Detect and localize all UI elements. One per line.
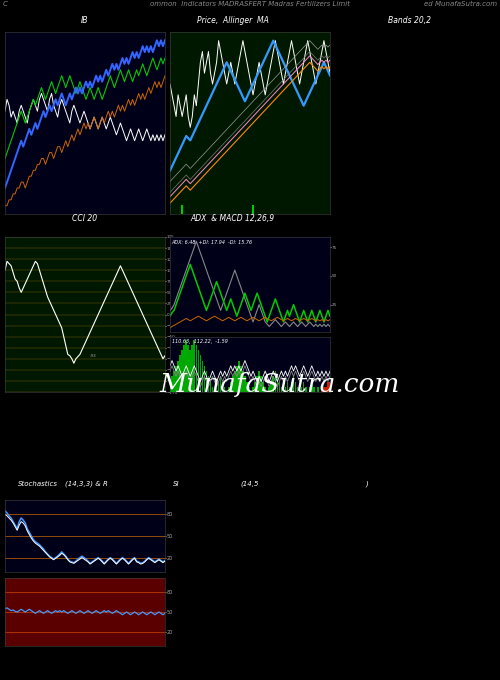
Bar xyxy=(206,371,208,392)
Bar xyxy=(274,371,276,392)
Bar xyxy=(182,205,183,214)
Bar xyxy=(325,387,327,392)
Bar xyxy=(264,387,266,392)
Bar xyxy=(292,376,294,392)
Bar xyxy=(317,387,318,392)
Bar xyxy=(198,350,199,392)
Text: Price,  Allinger  MA: Price, Allinger MA xyxy=(196,16,268,25)
Bar xyxy=(323,387,324,392)
Bar xyxy=(248,387,250,392)
Bar xyxy=(222,381,224,392)
Text: MunafaSutra.com: MunafaSutra.com xyxy=(160,372,400,396)
Bar xyxy=(234,371,235,392)
Text: ADX: 6.48  +DI: 17.94  -DI: 15.76: ADX: 6.48 +DI: 17.94 -DI: 15.76 xyxy=(172,240,252,245)
Bar xyxy=(272,376,274,392)
Bar xyxy=(329,381,331,392)
Bar xyxy=(268,387,270,392)
Bar xyxy=(182,350,183,392)
Bar xyxy=(208,376,210,392)
Text: 110.63,  112.22,  -1.59: 110.63, 112.22, -1.59 xyxy=(172,339,228,343)
Bar xyxy=(192,345,193,392)
Bar xyxy=(232,376,234,392)
Text: -93: -93 xyxy=(90,354,97,358)
Bar xyxy=(252,205,254,214)
Bar xyxy=(190,350,191,392)
Bar xyxy=(242,371,244,392)
Text: ommon  Indicators MADRASFERT Madras Fertilizers Limit: ommon Indicators MADRASFERT Madras Ferti… xyxy=(150,1,350,7)
Text: (14,5: (14,5 xyxy=(240,480,258,487)
Bar xyxy=(176,366,177,392)
Bar xyxy=(216,387,218,392)
Bar xyxy=(196,345,197,392)
Bar xyxy=(186,339,187,392)
Bar xyxy=(288,387,290,392)
Text: ed MunafaSutra.com: ed MunafaSutra.com xyxy=(424,1,498,7)
Bar xyxy=(313,387,314,392)
Bar xyxy=(256,376,258,392)
Text: (14,3,3) & R: (14,3,3) & R xyxy=(64,480,108,487)
Bar xyxy=(188,345,189,392)
Bar xyxy=(254,381,256,392)
Bar xyxy=(325,387,327,392)
Bar xyxy=(329,387,331,392)
Bar xyxy=(228,387,230,392)
Text: ): ) xyxy=(365,480,368,487)
Bar xyxy=(262,381,264,392)
Bar xyxy=(218,381,220,392)
Bar xyxy=(327,381,329,392)
Bar xyxy=(169,381,171,392)
Text: C: C xyxy=(2,1,7,7)
Text: CCI 20: CCI 20 xyxy=(72,214,98,223)
Bar xyxy=(210,381,212,392)
Bar xyxy=(303,381,304,392)
Bar xyxy=(238,360,240,392)
Bar xyxy=(180,356,181,392)
Bar xyxy=(301,387,302,392)
Bar xyxy=(260,376,262,392)
Bar xyxy=(246,381,248,392)
Bar xyxy=(171,376,173,392)
Bar xyxy=(212,387,214,392)
Bar xyxy=(305,387,306,392)
Bar xyxy=(311,381,312,392)
Bar xyxy=(236,366,238,392)
Text: SI: SI xyxy=(172,481,179,487)
Bar xyxy=(280,387,282,392)
Bar xyxy=(220,376,222,392)
Text: Bands 20,2: Bands 20,2 xyxy=(388,16,432,25)
Bar xyxy=(309,387,310,392)
Bar xyxy=(321,387,322,392)
Bar xyxy=(276,376,278,392)
Bar xyxy=(178,360,179,392)
Bar xyxy=(321,387,322,392)
Bar xyxy=(240,366,242,392)
Bar xyxy=(173,371,175,392)
Bar xyxy=(286,381,288,392)
Bar xyxy=(258,371,260,392)
Bar xyxy=(184,345,185,392)
Bar xyxy=(284,387,286,392)
Bar xyxy=(224,387,226,392)
Bar xyxy=(252,387,254,392)
Bar xyxy=(290,381,292,392)
Bar xyxy=(244,376,246,392)
Text: IB: IB xyxy=(81,16,89,25)
Bar xyxy=(295,381,296,392)
Bar xyxy=(202,360,203,392)
Text: Stochastics: Stochastics xyxy=(18,481,58,487)
Bar xyxy=(297,387,298,392)
Bar xyxy=(204,366,205,392)
Text: ADX  & MACD 12,26,9: ADX & MACD 12,26,9 xyxy=(190,214,274,223)
Bar xyxy=(278,381,280,392)
Bar xyxy=(194,339,195,392)
Bar xyxy=(200,356,201,392)
Bar xyxy=(230,381,232,392)
Bar xyxy=(270,381,272,392)
